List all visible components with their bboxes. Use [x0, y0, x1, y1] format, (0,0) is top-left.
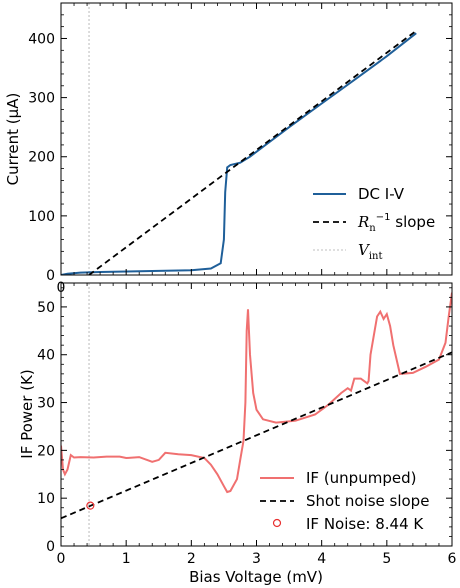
if-noise-point [86, 501, 95, 510]
shot-noise-series-line [61, 351, 452, 520]
bottom-y-tick-label: 10 [37, 491, 55, 507]
legend-vint-sub: int [369, 251, 383, 262]
top-y-tick-label: 200 [28, 150, 55, 166]
top-panel: 0 100 200 300 400 Current (μA) 0 DC I-V Rn−1… [4, 2, 453, 296]
bottom-panel: 0 1 2 3 4 5 6 0 10 20 30 40 50 IF Power (K) Bias Vol… [18, 282, 457, 586]
legend-if-label: IF (unpumped) [306, 469, 416, 487]
rn-slope-series-line [88, 30, 417, 275]
bottom-x-tick-label: 4 [317, 551, 326, 567]
top-y-tick-label: 400 [28, 31, 55, 47]
bottom-x-tick-label: 2 [187, 551, 196, 567]
legend-rn-sub: n [369, 223, 376, 234]
top-legend: DC I-V Rn−1 slope Vint [313, 185, 435, 262]
bottom-legend: IF (unpumped) Shot noise slope IF Noise:… [260, 469, 429, 533]
bottom-series-group [61, 292, 452, 520]
legend-vint-label: Vint [358, 241, 383, 262]
bottom-x-tick-label: 0 [57, 551, 66, 567]
bottom-y-tick-label: 0 [46, 539, 55, 555]
legend-rn-sup: −1 [376, 212, 391, 223]
bottom-x-axis-label: Bias Voltage (mV) [189, 568, 323, 586]
dc-iv-series-line [61, 32, 417, 275]
top-y-axis-label: Current (μA) [4, 93, 22, 186]
legend-dc-iv-label: DC I-V [358, 185, 405, 203]
if-unpumped-series-line [61, 292, 452, 494]
bottom-x-tick-label: 6 [448, 551, 457, 567]
top-axes-frame [60, 2, 453, 276]
bottom-x-tick-label: 1 [122, 551, 131, 567]
legend-shot-label: Shot noise slope [306, 492, 429, 510]
bottom-y-tick-label: 40 [37, 348, 55, 364]
top-y-tick-label: 100 [28, 209, 55, 225]
bottom-y-tick-label: 20 [37, 443, 55, 459]
legend-vint-V: V [358, 241, 371, 259]
bottom-y-axis-label: IF Power (K) [18, 369, 36, 458]
top-ticks: 0 100 200 300 400 [28, 3, 453, 284]
bottom-x-tick-label: 5 [382, 551, 391, 567]
bottom-x-tick-label: 3 [252, 551, 261, 567]
bottom-axes-frame [60, 282, 453, 547]
legend-rn-slope-label: Rn−1 slope [357, 212, 435, 234]
legend-rn-R: R [357, 213, 369, 231]
legend-rn-suffix: slope [391, 213, 436, 231]
top-series-group [61, 30, 417, 275]
legend-noise-label: IF Noise: 8.44 K [306, 515, 424, 533]
bottom-y-tick-label: 30 [37, 396, 55, 412]
legend-noise-marker [272, 518, 282, 528]
top-y-tick-label: 0 [46, 268, 55, 284]
top-y-tick-label: 300 [28, 91, 55, 107]
bottom-y-tick-label: 50 [37, 300, 55, 316]
bottom-ticks: 0 1 2 3 4 5 6 0 10 20 30 40 50 [37, 283, 457, 567]
